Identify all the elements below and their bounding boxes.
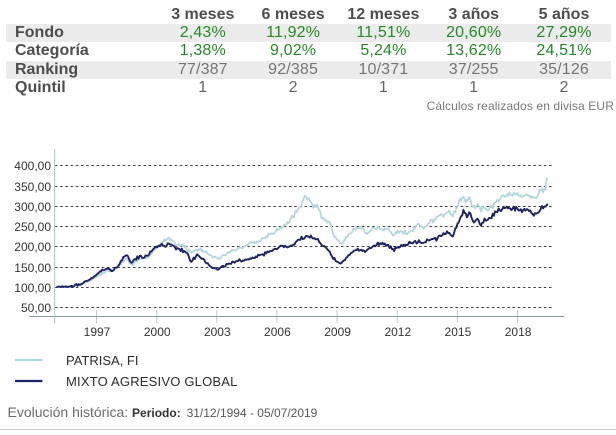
- svg-text:1997: 1997: [84, 325, 111, 339]
- svg-text:200,00: 200,00: [14, 240, 51, 254]
- svg-text:2003: 2003: [204, 325, 231, 339]
- svg-text:250,00: 250,00: [14, 220, 51, 234]
- svg-text:100,00: 100,00: [14, 281, 51, 295]
- svg-text:400,00: 400,00: [14, 159, 51, 173]
- svg-text:300,00: 300,00: [14, 200, 51, 214]
- svg-text:350,00: 350,00: [14, 180, 51, 194]
- svg-text:150,00: 150,00: [14, 261, 51, 275]
- svg-text:50,00: 50,00: [21, 301, 51, 315]
- svg-text:2018: 2018: [505, 325, 532, 339]
- svg-text:2015: 2015: [445, 325, 472, 339]
- svg-text:2006: 2006: [264, 325, 291, 339]
- svg-text:2009: 2009: [324, 325, 351, 339]
- svg-text:2012: 2012: [384, 325, 411, 339]
- svg-text:2000: 2000: [144, 325, 171, 339]
